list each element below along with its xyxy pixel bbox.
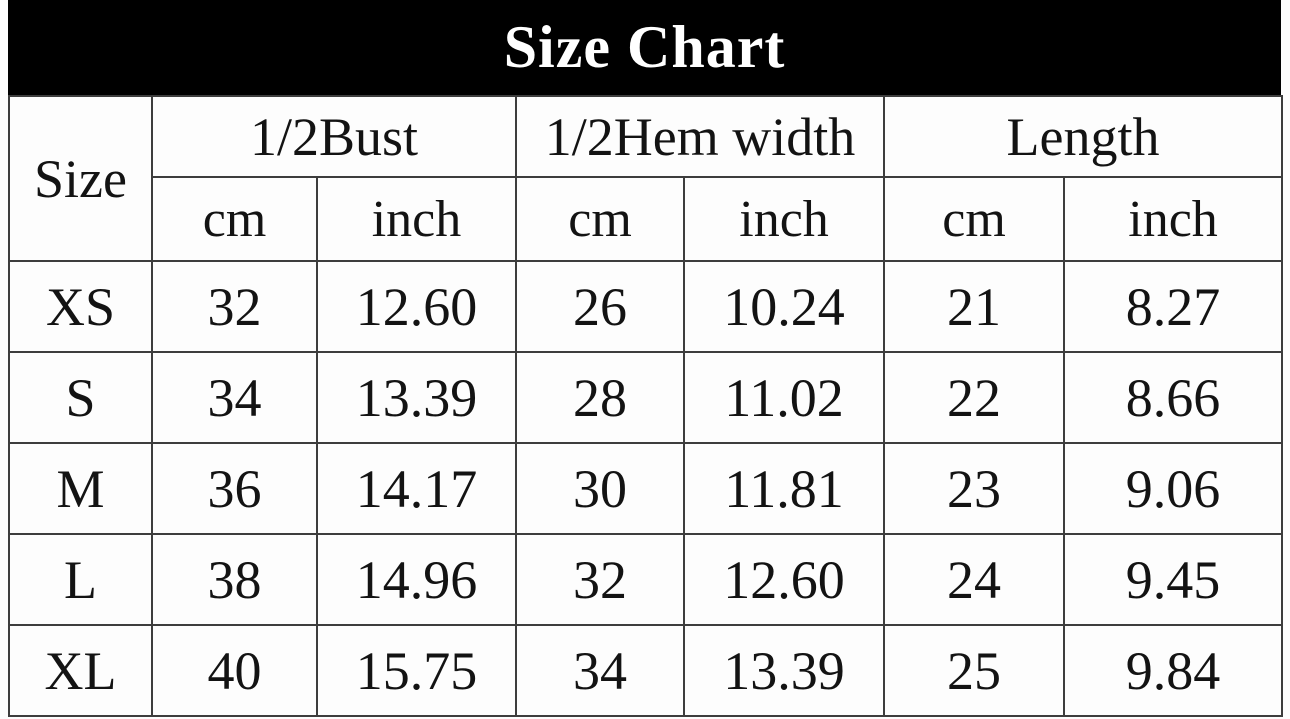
value-cell: 9.06	[1063, 442, 1284, 535]
chart-title: Size Chart	[503, 14, 786, 80]
size-cell: L	[8, 533, 153, 626]
value-cell: 10.24	[683, 260, 886, 353]
unit-header-bust-inch: inch	[315, 176, 518, 262]
value-cell: 13.39	[315, 351, 518, 444]
value-cell: 11.02	[683, 351, 886, 444]
col-header-size: Size	[8, 95, 153, 262]
value-cell: 24	[883, 533, 1066, 626]
value-cell: 21	[883, 260, 1066, 353]
size-cell: XS	[8, 260, 153, 353]
value-cell: 28	[515, 351, 686, 444]
header-unit-row: cm inch cm inch cm inch	[9, 176, 1284, 262]
value-cell: 34	[515, 624, 686, 717]
value-cell: 40	[151, 624, 318, 717]
col-group-hem-width: 1/2Hem width	[515, 95, 886, 178]
size-chart: Size Chart Size 1/2Bust 1/2Hem width Len…	[8, 0, 1284, 717]
size-cell: S	[8, 351, 153, 444]
value-cell: 23	[883, 442, 1066, 535]
value-cell: 26	[515, 260, 686, 353]
size-cell: XL	[8, 624, 153, 717]
table-row-s: S 34 13.39 28 11.02 22 8.66	[8, 351, 1284, 444]
col-group-bust: 1/2Bust	[150, 95, 518, 178]
table-row-xl: XL 40 15.75 34 13.39 25 9.84	[8, 624, 1284, 717]
value-cell: 25	[883, 624, 1066, 717]
value-cell: 36	[151, 442, 318, 535]
value-cell: 12.60	[683, 533, 886, 626]
value-cell: 8.66	[1063, 351, 1284, 444]
value-cell: 22	[883, 351, 1066, 444]
value-cell: 30	[515, 442, 686, 535]
unit-header-hem-inch: inch	[683, 176, 886, 262]
value-cell: 9.84	[1063, 624, 1284, 717]
unit-header-length-inch: inch	[1063, 176, 1284, 262]
value-cell: 11.81	[683, 442, 886, 535]
value-cell: 14.17	[315, 442, 518, 535]
size-table: Size 1/2Bust 1/2Hem width Length cm inch…	[8, 95, 1284, 717]
table-row-m: M 36 14.17 30 11.81 23 9.06	[8, 442, 1284, 535]
size-cell: M	[8, 442, 153, 535]
table-row-l: L 38 14.96 32 12.60 24 9.45	[8, 533, 1284, 626]
header-group-row: Size 1/2Bust 1/2Hem width Length	[8, 95, 1284, 262]
unit-header-bust-cm: cm	[151, 176, 318, 262]
value-cell: 13.39	[683, 624, 886, 717]
unit-header-length-cm: cm	[883, 176, 1066, 262]
value-cell: 34	[151, 351, 318, 444]
value-cell: 32	[151, 260, 318, 353]
value-cell: 38	[151, 533, 318, 626]
value-cell: 9.45	[1063, 533, 1284, 626]
value-cell: 12.60	[315, 260, 518, 353]
value-cell: 8.27	[1063, 260, 1284, 353]
value-cell: 15.75	[315, 624, 518, 717]
value-cell: 32	[515, 533, 686, 626]
chart-title-bar: Size Chart	[8, 0, 1281, 95]
table-row-xs: XS 32 12.60 26 10.24 21 8.27	[8, 260, 1284, 353]
col-group-length: Length	[883, 95, 1284, 178]
value-cell: 14.96	[315, 533, 518, 626]
unit-header-hem-cm: cm	[515, 176, 686, 262]
